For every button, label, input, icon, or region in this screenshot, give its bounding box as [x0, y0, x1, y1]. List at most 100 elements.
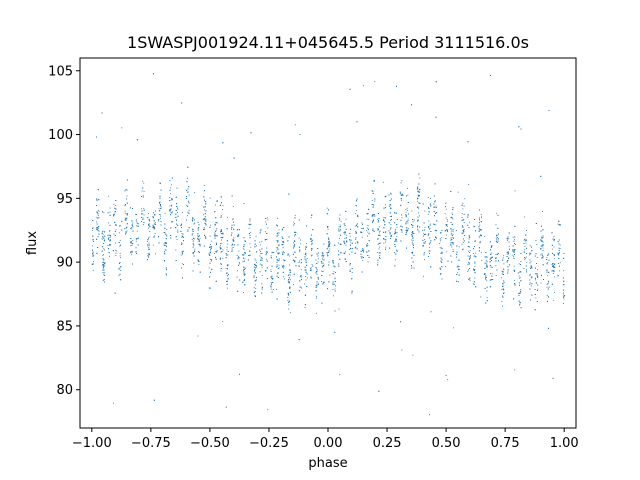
data-point: [479, 209, 480, 211]
data-point: [343, 232, 345, 234]
data-point: [157, 220, 159, 222]
data-point: [243, 269, 245, 270]
data-point: [383, 238, 385, 239]
data-point: [214, 211, 216, 213]
data-point: [238, 257, 240, 259]
data-point: [227, 278, 229, 280]
data-point: [182, 277, 183, 279]
data-point: [385, 239, 387, 241]
data-point: [435, 207, 437, 208]
data-point: [163, 232, 165, 234]
data-point: [272, 278, 274, 279]
data-point: [390, 198, 392, 200]
data-point: [515, 244, 516, 245]
data-point: [283, 241, 285, 243]
data-point: [474, 262, 476, 264]
data-point: [351, 251, 353, 253]
data-point: [395, 240, 396, 242]
data-point: [124, 210, 126, 212]
data-point: [293, 253, 294, 255]
data-point: [345, 218, 347, 220]
data-point: [290, 274, 291, 276]
data-point: [181, 236, 183, 238]
data-point: [248, 227, 250, 229]
data-point: [270, 282, 272, 284]
data-point: [276, 266, 278, 267]
data-point: [367, 225, 369, 226]
data-point: [103, 240, 105, 242]
data-point: [514, 284, 516, 286]
data-point: [506, 261, 508, 263]
data-point: [401, 229, 403, 231]
data-point: [349, 253, 351, 255]
data-point: [238, 264, 239, 266]
data-point: [371, 190, 373, 192]
data-point: [479, 224, 481, 226]
data-point: [542, 236, 544, 238]
data-point: [249, 220, 251, 222]
data-point: [197, 229, 199, 231]
data-point: [558, 258, 560, 259]
data-point: [473, 270, 475, 271]
data-point: [209, 246, 210, 248]
data-point: [219, 243, 221, 244]
data-point: [503, 292, 504, 294]
data-point: [304, 258, 306, 260]
data-point: [108, 252, 110, 254]
data-point: [552, 265, 554, 267]
data-point: [243, 260, 245, 262]
data-point: [249, 218, 251, 220]
data-point: [551, 283, 553, 285]
data-point: [231, 234, 232, 236]
data-point: [187, 188, 189, 190]
data-point: [115, 230, 116, 232]
data-point: [109, 230, 110, 232]
data-point: [385, 195, 387, 197]
data-point: [152, 224, 154, 226]
data-point: [171, 198, 173, 200]
data-point: [208, 287, 210, 289]
data-point: [294, 243, 296, 245]
data-point: [405, 222, 407, 224]
data-point: [114, 207, 116, 209]
data-point: [537, 275, 539, 277]
data-point: [470, 254, 471, 256]
data-point: [98, 217, 100, 219]
data-point: [428, 250, 430, 252]
data-point: [486, 265, 488, 267]
data-point: [322, 256, 324, 258]
data-point: [233, 221, 234, 223]
data-point: [413, 219, 415, 221]
data-point: [153, 73, 154, 75]
data-point: [540, 239, 542, 240]
data-point: [340, 234, 341, 236]
data-point: [110, 244, 111, 246]
data-point: [221, 264, 222, 266]
data-point: [244, 252, 246, 253]
data-point: [256, 251, 258, 253]
data-point: [276, 250, 278, 252]
data-point: [243, 272, 245, 274]
data-point: [193, 238, 194, 239]
data-point: [478, 230, 480, 232]
data-point: [305, 247, 307, 248]
data-point: [451, 217, 453, 219]
data-point: [529, 259, 531, 261]
data-point: [378, 226, 380, 228]
data-point: [327, 227, 328, 228]
data-point: [546, 261, 548, 263]
data-point: [126, 179, 128, 181]
data-point: [242, 281, 244, 283]
data-point: [186, 219, 187, 221]
data-point: [169, 210, 171, 212]
data-point: [334, 244, 336, 246]
data-point: [317, 255, 319, 257]
data-point: [553, 299, 555, 301]
data-point: [540, 240, 542, 242]
data-point: [153, 227, 155, 228]
data-point: [435, 205, 437, 207]
data-point: [293, 273, 295, 275]
data-point: [541, 253, 543, 255]
data-point: [463, 231, 465, 232]
data-point: [192, 243, 194, 245]
